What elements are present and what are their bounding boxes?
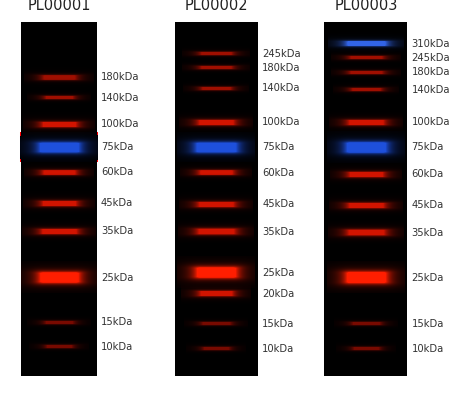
Text: 25kDa: 25kDa: [101, 273, 133, 282]
Text: PL00001: PL00001: [27, 0, 91, 13]
Text: 60kDa: 60kDa: [101, 167, 133, 177]
Text: 75kDa: 75kDa: [411, 142, 444, 152]
Text: 45kDa: 45kDa: [262, 199, 294, 209]
Text: 25kDa: 25kDa: [411, 273, 444, 282]
Text: 140kDa: 140kDa: [262, 83, 301, 93]
Text: 10kDa: 10kDa: [262, 344, 294, 354]
Text: 35kDa: 35kDa: [411, 228, 444, 238]
Text: 245kDa: 245kDa: [411, 53, 450, 63]
Text: 35kDa: 35kDa: [262, 227, 294, 237]
Text: 180kDa: 180kDa: [411, 67, 450, 77]
Text: 45kDa: 45kDa: [101, 199, 133, 208]
Text: 180kDa: 180kDa: [262, 63, 301, 73]
Text: 45kDa: 45kDa: [411, 200, 444, 210]
Text: 60kDa: 60kDa: [262, 168, 294, 178]
Text: 100kDa: 100kDa: [262, 117, 301, 127]
Text: PL00002: PL00002: [185, 0, 249, 13]
Text: 15kDa: 15kDa: [411, 319, 444, 329]
Text: 100kDa: 100kDa: [101, 119, 139, 129]
Text: 60kDa: 60kDa: [411, 169, 444, 179]
Text: 180kDa: 180kDa: [101, 72, 139, 82]
Text: 245kDa: 245kDa: [262, 49, 301, 59]
Text: 25kDa: 25kDa: [262, 268, 294, 278]
Text: 15kDa: 15kDa: [262, 319, 294, 328]
Text: 75kDa: 75kDa: [262, 142, 294, 152]
Text: 100kDa: 100kDa: [411, 117, 450, 127]
Text: 140kDa: 140kDa: [101, 93, 139, 103]
Text: 10kDa: 10kDa: [411, 344, 444, 354]
Text: 20kDa: 20kDa: [262, 289, 294, 299]
Text: 35kDa: 35kDa: [101, 226, 133, 236]
Text: 310kDa: 310kDa: [411, 39, 450, 48]
Text: 15kDa: 15kDa: [101, 317, 133, 327]
Text: 75kDa: 75kDa: [101, 142, 133, 152]
Text: 140kDa: 140kDa: [411, 85, 450, 94]
Text: 10kDa: 10kDa: [101, 342, 133, 352]
Text: PL00003: PL00003: [335, 0, 398, 13]
